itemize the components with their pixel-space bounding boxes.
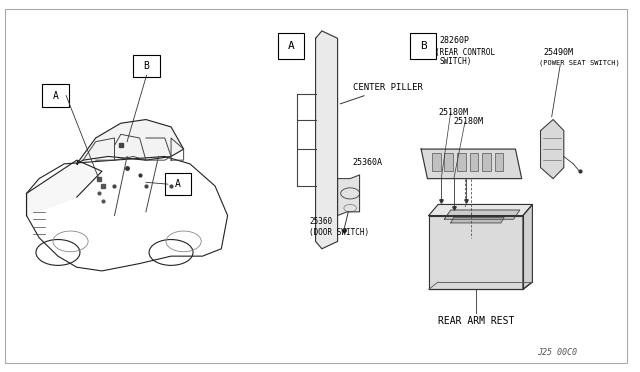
Polygon shape — [421, 149, 522, 179]
FancyBboxPatch shape — [410, 33, 436, 59]
Bar — [482, 153, 491, 171]
Bar — [444, 153, 453, 171]
Bar — [457, 153, 466, 171]
Polygon shape — [429, 215, 523, 289]
Polygon shape — [77, 119, 184, 164]
Polygon shape — [429, 205, 532, 215]
FancyBboxPatch shape — [133, 55, 160, 77]
Text: 28260P: 28260P — [440, 36, 469, 45]
Text: (REAR CONTROL: (REAR CONTROL — [435, 48, 495, 57]
Polygon shape — [337, 175, 360, 215]
Text: B: B — [420, 41, 426, 51]
Polygon shape — [451, 217, 504, 223]
Text: A: A — [288, 41, 294, 51]
Text: 25180M: 25180M — [454, 117, 484, 126]
Text: REAR ARM REST: REAR ARM REST — [438, 316, 514, 326]
Bar — [495, 153, 504, 171]
FancyBboxPatch shape — [42, 84, 68, 107]
Text: 25490M: 25490M — [543, 48, 573, 57]
Text: 25180M: 25180M — [438, 108, 468, 117]
Text: (POWER SEAT SWITCH): (POWER SEAT SWITCH) — [539, 59, 620, 65]
Text: 25360
(DOOR SWITCH): 25360 (DOOR SWITCH) — [309, 217, 369, 237]
Bar — [470, 153, 478, 171]
Polygon shape — [444, 210, 520, 219]
Text: J25 00C0: J25 00C0 — [538, 348, 577, 357]
Polygon shape — [26, 160, 102, 215]
Text: 25360A: 25360A — [352, 157, 382, 167]
Polygon shape — [541, 119, 564, 179]
Text: B: B — [143, 61, 150, 71]
Text: CENTER PILLER: CENTER PILLER — [340, 83, 423, 104]
Polygon shape — [316, 31, 337, 249]
Text: A: A — [52, 90, 58, 100]
FancyBboxPatch shape — [164, 173, 191, 195]
Polygon shape — [523, 205, 532, 289]
Text: SWITCH): SWITCH) — [440, 57, 472, 66]
Text: A: A — [175, 179, 181, 189]
Bar — [432, 153, 440, 171]
FancyBboxPatch shape — [278, 33, 304, 59]
